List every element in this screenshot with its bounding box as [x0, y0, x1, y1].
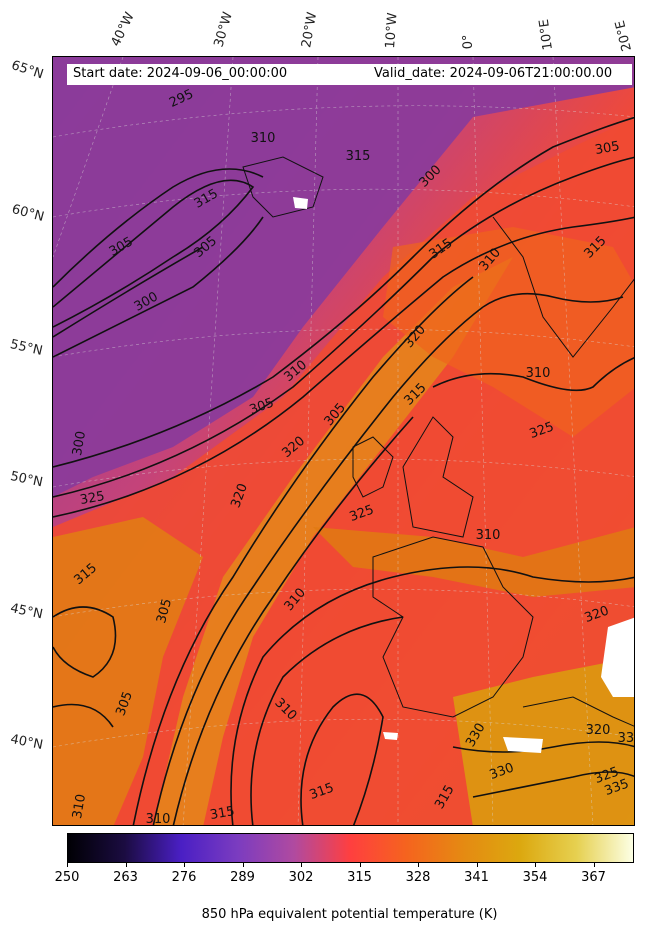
lon-label-10e: 10°E: [536, 18, 556, 52]
contour-label: 330: [488, 760, 516, 783]
contour-label: 320: [583, 603, 611, 626]
contour-label: 295: [167, 87, 196, 111]
colorbar-tick: [418, 863, 419, 867]
contour-label: 315: [308, 780, 336, 803]
contour-label: 315: [427, 236, 456, 263]
contour-label: 320: [279, 434, 308, 461]
colorbar-label: 850 hPa equivalent potential temperature…: [201, 907, 498, 922]
coastlines: [242, 156, 634, 727]
colorbar-tick: [359, 863, 361, 867]
colorbar-tick-label: 289: [230, 870, 255, 885]
contour-label: 315: [401, 380, 429, 408]
contour-label: 305: [322, 400, 349, 429]
contours: [53, 116, 634, 825]
lat-label-45n: 45°N: [8, 601, 45, 623]
colorbar-tick: [67, 863, 68, 867]
contour-label: 315: [581, 233, 609, 261]
colorbar-tick: [242, 863, 244, 867]
graticule: [53, 57, 634, 825]
lon-label-40w: 40°W: [108, 10, 138, 50]
contour-label: 315: [209, 804, 236, 823]
contour-label: 310: [271, 695, 299, 723]
colorbar-tick-label: 367: [581, 870, 606, 885]
lon-label-0: 0°: [460, 34, 476, 50]
colorbar-tick: [593, 863, 595, 867]
contour-label: 305: [594, 139, 621, 158]
lat-label-65n: 65°N: [9, 58, 46, 83]
colorbar-tick: [125, 863, 127, 867]
colorbar-tick: [301, 863, 302, 867]
colorbar-tick-label: 250: [54, 870, 80, 885]
contour-label: 305: [113, 690, 136, 718]
contour-label: 300: [132, 289, 161, 314]
colorbar-tick: [184, 863, 185, 867]
colorbar-tick-label: 341: [464, 870, 489, 885]
lon-label-20w: 20°W: [299, 11, 321, 50]
contour-label: 325: [348, 502, 376, 525]
contour-label: 310: [70, 793, 89, 820]
cold-airmass-region: [53, 57, 634, 497]
contour-label: 305: [107, 234, 136, 259]
lat-label-40n: 40°N: [9, 732, 45, 753]
contour-label: 310: [281, 358, 310, 385]
contour-label: 310: [146, 812, 171, 826]
colorbar-tick-label: 276: [171, 870, 197, 885]
colorbar: [67, 833, 634, 863]
colorbar-tick-label: 328: [405, 870, 431, 885]
lon-label-20e: 20°E: [612, 18, 635, 53]
contour-label: 320: [586, 723, 611, 738]
contour-label: 310: [477, 245, 504, 274]
contour-label: 330: [463, 721, 488, 750]
contour-label: 310: [526, 366, 551, 381]
map-frame: 295 310 315 305 305 300 300 310 305 315 315 320 310 3…: [52, 56, 635, 826]
contour-label: 305: [191, 234, 220, 261]
colorbar-tick-label: 315: [347, 870, 372, 885]
map-field: [53, 57, 634, 825]
contour-label: 315: [432, 783, 457, 812]
lat-label-50n: 50°N: [8, 469, 45, 491]
contour-label: 325: [528, 419, 556, 442]
contour-label: 305: [154, 597, 175, 625]
contour-label: 310: [476, 528, 501, 543]
warm-south-region: [453, 657, 634, 825]
masked-areas: [293, 197, 634, 753]
lat-label-60n: 60°N: [10, 202, 46, 225]
contour-label: 315: [192, 186, 221, 211]
contour-label: 330: [618, 731, 635, 746]
colorbar-tick-label: 302: [288, 870, 314, 885]
contour-label: 320: [402, 322, 429, 351]
contour-label: 300: [416, 162, 444, 190]
colorbar-tick-label: 354: [522, 870, 548, 885]
warm-tongue-region: [383, 227, 634, 437]
contour-label: 315: [71, 561, 100, 588]
lat-label-55n: 55°N: [8, 337, 44, 359]
contour-label: 310: [282, 585, 309, 614]
valid-date-label: Valid_date: 2024-09-06T21:00:00.00: [374, 66, 613, 81]
colorbar-tick: [476, 863, 478, 867]
contour-label: 305: [248, 395, 276, 418]
start-date-label: Start date: 2024-09-06_00:00:00: [73, 66, 288, 81]
lon-label-10w: 10°W: [383, 12, 401, 49]
contour-label: 325: [79, 489, 106, 508]
colorbar-tick: [535, 863, 536, 867]
lon-label-30w: 30°W: [211, 10, 236, 50]
contour-label: 320: [228, 482, 251, 510]
colorbar-tick-label: 263: [113, 870, 138, 885]
warm-band-region: [53, 517, 203, 825]
contour-label: 300: [70, 430, 89, 457]
contour-label: 315: [346, 149, 371, 164]
contour-label: 310: [251, 131, 276, 146]
header-box: [67, 64, 632, 85]
